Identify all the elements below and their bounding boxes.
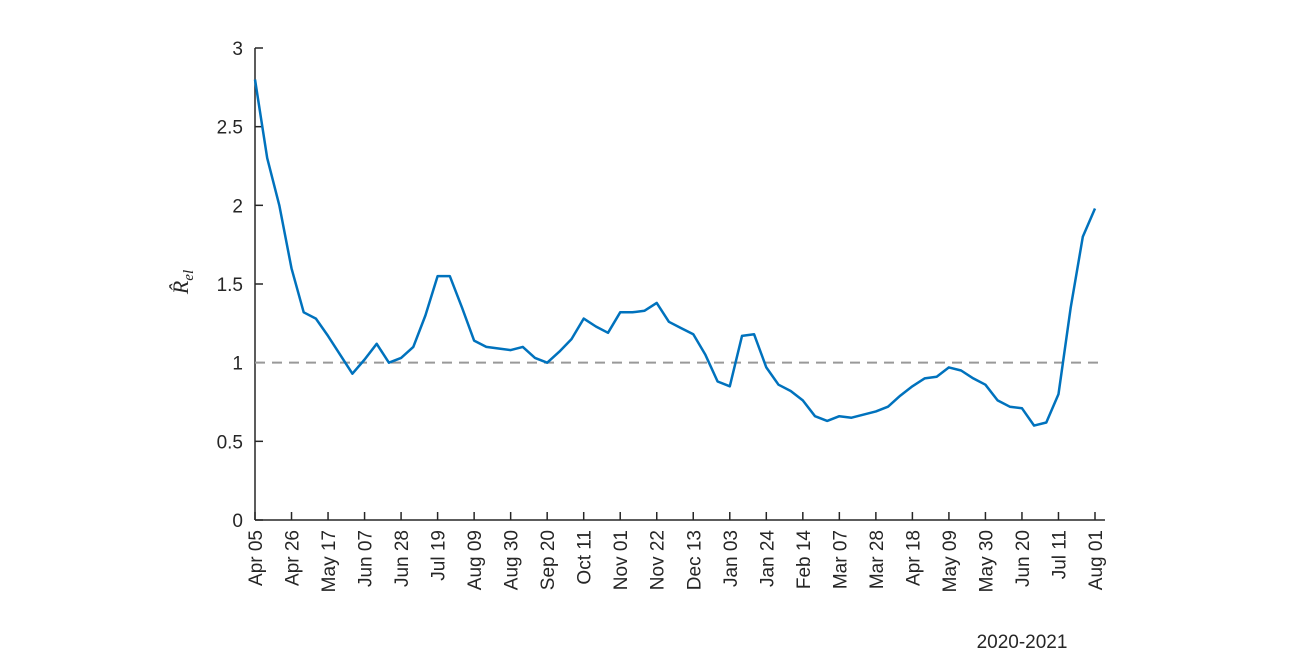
x-tick-label: Apr 18 [903, 530, 924, 586]
x-tick-label: Dec 13 [684, 530, 705, 590]
x-tick-label: May 30 [976, 530, 997, 592]
x-tick-label: May 09 [940, 530, 961, 592]
x-tick-label: Jun 20 [1013, 530, 1034, 587]
x-tick-label: Nov 22 [648, 530, 669, 590]
x-tick-label: Oct 11 [575, 530, 596, 585]
y-tick-label: 2 [232, 196, 243, 217]
x-tick-label: Apr 26 [283, 530, 304, 586]
y-axis-label-main: R̂ [168, 280, 193, 295]
x-tick-label: Aug 01 [1086, 530, 1107, 590]
x-tick-label: Jul 19 [429, 530, 450, 581]
y-axis-label: R̂el [168, 270, 197, 295]
x-tick-label: May 17 [319, 530, 340, 592]
x-tick-label: Jan 03 [721, 530, 742, 587]
x-tick-label: Apr 05 [246, 530, 267, 586]
x-tick-label: Nov 01 [611, 530, 632, 590]
y-axis-label-sub: el [181, 270, 197, 281]
y-tick-label: 1 [232, 354, 243, 375]
y-tick-label: 1.5 [217, 275, 243, 296]
x-tick-label: Mar 07 [830, 530, 851, 589]
data-line [253, 79, 1097, 427]
x-tick-label: Mar 28 [867, 530, 888, 589]
x-tick-label: Sep 20 [538, 530, 559, 590]
y-tick-label: 2.5 [217, 118, 243, 139]
x-tick-label: Jul 11 [1049, 530, 1070, 579]
y-tick-label: 0 [232, 511, 243, 532]
x-tick-label: Aug 09 [465, 530, 486, 590]
x-tick-label: Jan 24 [757, 530, 778, 587]
x-tick-label: Jun 28 [392, 530, 413, 587]
y-tick-label: 3 [232, 39, 243, 60]
x-tick-label: Aug 30 [502, 530, 523, 590]
x-axis-label: 2020-2021 [977, 632, 1068, 653]
x-tick-label: Jun 07 [356, 530, 377, 587]
x-tick-label: Feb 14 [794, 530, 815, 590]
y-tick-label: 0.5 [217, 432, 243, 453]
